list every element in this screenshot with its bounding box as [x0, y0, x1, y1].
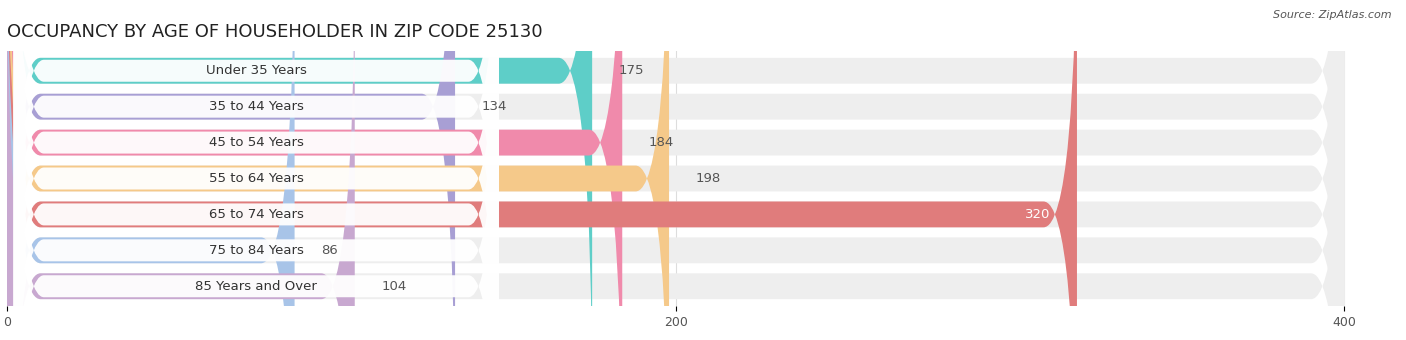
- FancyBboxPatch shape: [7, 0, 592, 340]
- FancyBboxPatch shape: [7, 0, 1344, 340]
- FancyBboxPatch shape: [7, 0, 1344, 340]
- FancyBboxPatch shape: [14, 0, 499, 340]
- Text: 86: 86: [322, 244, 337, 257]
- FancyBboxPatch shape: [14, 0, 499, 340]
- FancyBboxPatch shape: [7, 0, 1077, 340]
- Text: Source: ZipAtlas.com: Source: ZipAtlas.com: [1274, 10, 1392, 20]
- FancyBboxPatch shape: [7, 0, 1344, 340]
- FancyBboxPatch shape: [14, 0, 499, 340]
- FancyBboxPatch shape: [14, 0, 499, 340]
- FancyBboxPatch shape: [7, 0, 354, 340]
- FancyBboxPatch shape: [7, 0, 669, 340]
- Text: 104: 104: [381, 280, 406, 293]
- Text: OCCUPANCY BY AGE OF HOUSEHOLDER IN ZIP CODE 25130: OCCUPANCY BY AGE OF HOUSEHOLDER IN ZIP C…: [7, 23, 543, 41]
- Text: 320: 320: [1025, 208, 1050, 221]
- Text: Under 35 Years: Under 35 Years: [205, 64, 307, 77]
- Text: 134: 134: [482, 100, 508, 113]
- FancyBboxPatch shape: [14, 0, 499, 340]
- Text: 184: 184: [650, 136, 675, 149]
- Text: 175: 175: [619, 64, 644, 77]
- FancyBboxPatch shape: [7, 0, 1344, 340]
- FancyBboxPatch shape: [7, 0, 1344, 340]
- FancyBboxPatch shape: [7, 0, 456, 340]
- FancyBboxPatch shape: [14, 0, 499, 340]
- Text: 75 to 84 Years: 75 to 84 Years: [208, 244, 304, 257]
- FancyBboxPatch shape: [7, 0, 295, 340]
- FancyBboxPatch shape: [7, 0, 623, 340]
- FancyBboxPatch shape: [7, 0, 1344, 340]
- Text: 45 to 54 Years: 45 to 54 Years: [208, 136, 304, 149]
- Text: 198: 198: [696, 172, 721, 185]
- Text: 55 to 64 Years: 55 to 64 Years: [208, 172, 304, 185]
- Text: 65 to 74 Years: 65 to 74 Years: [208, 208, 304, 221]
- Text: 35 to 44 Years: 35 to 44 Years: [208, 100, 304, 113]
- FancyBboxPatch shape: [7, 0, 1344, 340]
- FancyBboxPatch shape: [14, 0, 499, 340]
- Text: 85 Years and Over: 85 Years and Over: [195, 280, 318, 293]
